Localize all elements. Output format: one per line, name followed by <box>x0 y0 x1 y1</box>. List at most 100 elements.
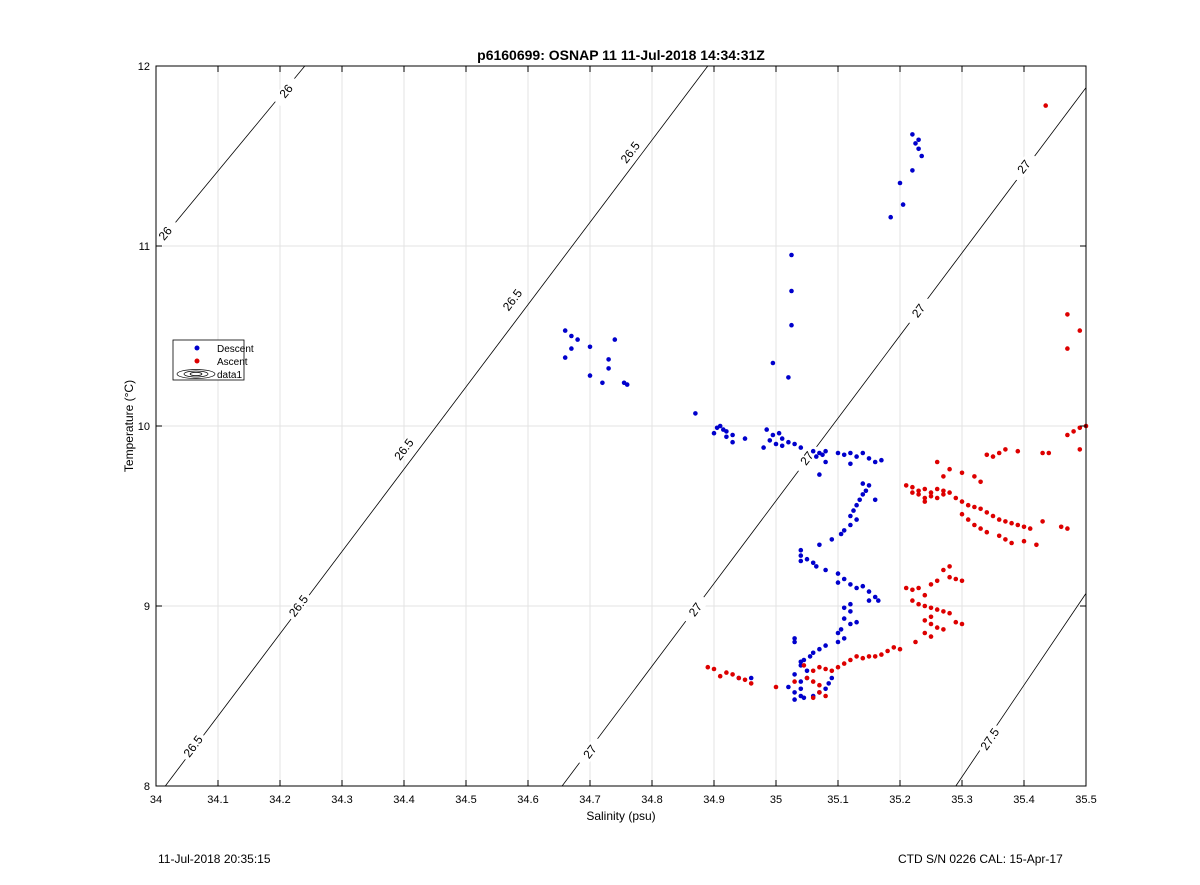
descent-point <box>779 436 785 441</box>
x-tick-label: 34.8 <box>641 794 662 806</box>
ascent-point <box>1058 524 1064 530</box>
legend-ascent-marker <box>194 358 200 364</box>
descent-point <box>724 434 729 440</box>
ascent-point <box>1040 519 1045 524</box>
descent-point <box>587 373 593 378</box>
ascent-point <box>941 627 946 632</box>
x-tick-label: 34.7 <box>579 794 600 806</box>
x-tick-label: 35.5 <box>1075 794 1096 806</box>
footer-timestamp: 11-Jul-2018 20:35:15 <box>158 852 271 866</box>
descent-point <box>860 492 866 497</box>
ascent-point <box>922 603 928 609</box>
descent-point <box>817 646 822 652</box>
ascent-point <box>897 646 903 652</box>
descent-point <box>829 675 835 681</box>
descent-point <box>823 448 828 454</box>
ascent-point <box>854 654 859 659</box>
descent-point <box>624 382 630 387</box>
ascent-point <box>990 454 996 459</box>
ascent-point <box>928 621 934 627</box>
descent-point <box>823 686 828 692</box>
ascent-point <box>891 645 897 650</box>
ascent-point <box>1065 526 1070 531</box>
descent-point <box>872 459 878 465</box>
ascent-point <box>866 654 872 659</box>
ascent-point <box>941 488 946 494</box>
ascent-point <box>748 681 754 686</box>
legend-box <box>172 339 245 381</box>
contour-label-bg <box>390 433 418 465</box>
contour-label-bg <box>498 284 527 316</box>
ascent-point <box>978 506 983 512</box>
descent-point <box>823 459 828 465</box>
ascent-point <box>922 618 928 623</box>
ascent-point <box>860 655 866 661</box>
descent-point <box>817 472 822 477</box>
ascent-point <box>978 526 983 531</box>
descent-point <box>857 497 862 503</box>
ascent-point <box>916 488 921 494</box>
descent-point <box>587 344 593 350</box>
ascent-point <box>941 474 946 479</box>
ascent-point <box>1077 425 1083 431</box>
contour-label-bg <box>976 723 1004 755</box>
ascent-point <box>1040 450 1045 456</box>
descent-point <box>848 461 853 467</box>
descent-point <box>841 576 847 582</box>
descent-point <box>767 438 773 443</box>
ascent-point <box>941 609 946 614</box>
descent-point <box>841 616 847 621</box>
ascent-point <box>934 578 940 584</box>
ascent-point <box>817 690 822 695</box>
ascent-point <box>928 493 934 499</box>
ascent-point <box>1077 447 1083 452</box>
descent-point <box>910 132 915 137</box>
ascent-point <box>1077 328 1083 333</box>
contour-label-bg <box>904 295 933 327</box>
ascent-point <box>928 582 934 587</box>
descent-point <box>841 605 847 611</box>
descent-point <box>829 537 835 542</box>
ascent-point <box>736 675 742 681</box>
descent-point <box>792 636 797 641</box>
descent-point <box>569 346 574 351</box>
descent-point <box>851 508 856 513</box>
descent-point <box>826 681 831 686</box>
x-tick-label: 34.4 <box>393 794 414 806</box>
ascent-point <box>910 484 915 490</box>
x-tick-label: 34 <box>150 794 162 806</box>
descent-point <box>860 583 866 589</box>
ascent-point <box>804 675 810 681</box>
contour-label-bg <box>284 590 313 622</box>
descent-point <box>888 214 893 220</box>
ascent-point <box>916 585 921 591</box>
descent-point <box>866 456 872 461</box>
descent-point <box>860 450 866 456</box>
descent-point <box>606 366 611 371</box>
descent-point <box>848 621 853 627</box>
descent-point <box>711 430 717 436</box>
descent-point <box>761 445 766 450</box>
legend-descent-marker <box>194 345 200 351</box>
ascent-point <box>1009 520 1014 526</box>
ascent-point <box>996 533 1002 539</box>
descent-point <box>848 450 853 456</box>
descent-point <box>876 598 881 603</box>
ascent-point <box>1021 524 1027 530</box>
descent-point <box>804 668 810 674</box>
descent-point <box>724 429 729 434</box>
ascent-point <box>947 466 952 472</box>
ascent-point <box>934 607 940 612</box>
ascent-point <box>910 598 915 603</box>
ascent-point <box>1065 432 1070 438</box>
ascent-point <box>773 684 779 690</box>
ascent-point <box>947 564 952 569</box>
x-axis-label: Salinity (psu) <box>586 809 655 823</box>
descent-point <box>798 553 804 558</box>
ascent-point <box>922 495 928 501</box>
ascent-point <box>996 450 1002 456</box>
ascent-point <box>941 492 946 497</box>
descent-point <box>730 432 735 438</box>
x-tick-label: 34.1 <box>207 794 228 806</box>
